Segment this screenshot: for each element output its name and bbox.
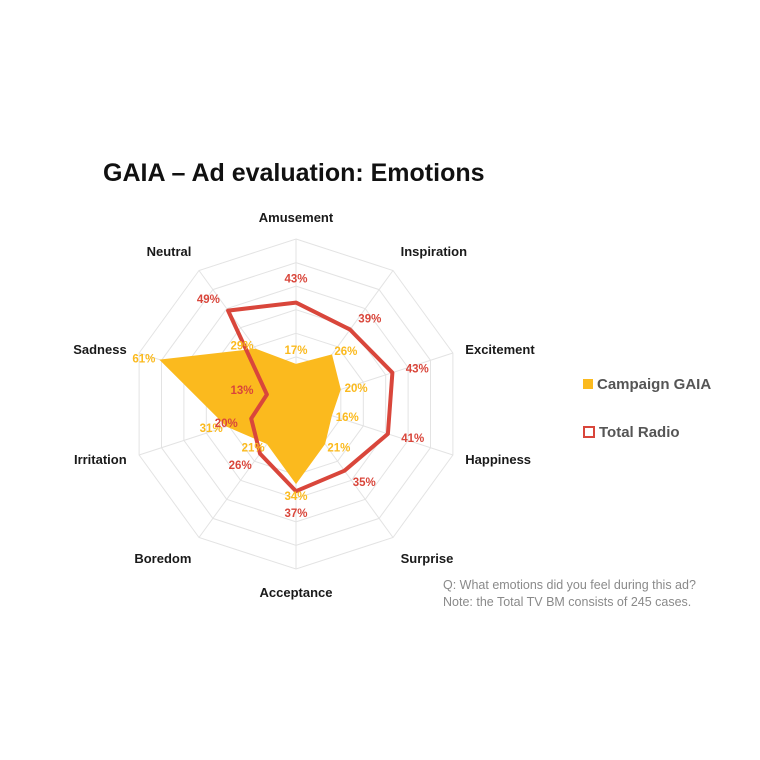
data-label-total-radio-sadness: 13% [230,385,253,397]
data-label-total-radio-acceptance: 37% [284,508,307,520]
data-label-campaign-gaia-happiness: 16% [336,412,359,424]
axis-label-surprise: Surprise [401,551,454,566]
data-label-campaign-gaia-surprise: 21% [327,442,350,454]
data-label-campaign-gaia-irritation: 31% [200,423,223,435]
axis-label-acceptance: Acceptance [260,585,333,600]
legend-swatch-total-radio [583,426,595,438]
series-line-total-radio [226,300,395,494]
series-area-campaign-gaia [159,348,341,485]
data-label-total-radio-boredom: 26% [229,460,252,472]
note-base: Note: the Total TV BM consists of 245 ca… [443,595,692,609]
data-label-total-radio-amusement: 43% [284,274,307,286]
survey-note: Q: What emotions did you feel during thi… [443,577,696,611]
axis-label-irritation: Irritation [74,452,127,467]
legend-item-total-radio: Total Radio [583,421,711,443]
legend-swatch-campaign-gaia [583,379,593,389]
radar-series [159,300,395,494]
axis-label-neutral: Neutral [147,244,192,259]
data-label-total-radio-surprise: 35% [353,477,376,489]
data-label-total-radio-excitement: 43% [406,363,429,375]
legend: Campaign GAIA Total Radio [583,373,711,469]
axis-label-amusement: Amusement [259,210,334,225]
legend-item-campaign-gaia: Campaign GAIA [583,373,711,395]
data-label-campaign-gaia-excitement: 20% [345,383,368,395]
axis-label-inspiration: Inspiration [401,244,468,259]
note-question: Q: What emotions did you feel during thi… [443,578,696,592]
data-label-campaign-gaia-amusement: 17% [284,345,307,357]
data-label-total-radio-neutral: 49% [197,294,220,306]
axis-label-boredom: Boredom [134,551,191,566]
axis-label-excitement: Excitement [465,342,535,357]
data-label-total-radio-happiness: 41% [401,433,424,445]
legend-label-campaign-gaia: Campaign GAIA [597,375,712,393]
data-label-campaign-gaia-sadness: 61% [132,353,155,365]
data-labels: 17% 26% 20% 16% 21% 34% 21% 31% 61% 29% 43% 39% 43% 4… [132,274,428,521]
data-label-total-radio-irritation: 20% [215,418,238,430]
data-label-campaign-gaia-boredom: 21% [242,442,265,454]
axis-labels: Amusement Inspiration Excitement Happiness S… [73,210,535,600]
data-label-total-radio-inspiration: 39% [358,313,381,325]
chart-title: GAIA – Ad evaluation: Emotions [103,159,485,187]
data-label-campaign-gaia-inspiration: 26% [334,346,357,358]
data-label-campaign-gaia-neutral: 29% [230,341,253,353]
axis-label-sadness: Sadness [73,342,126,357]
data-label-campaign-gaia-acceptance: 34% [284,491,307,503]
legend-label-total-radio: Total Radio [599,423,680,441]
axis-label-happiness: Happiness [465,452,531,467]
